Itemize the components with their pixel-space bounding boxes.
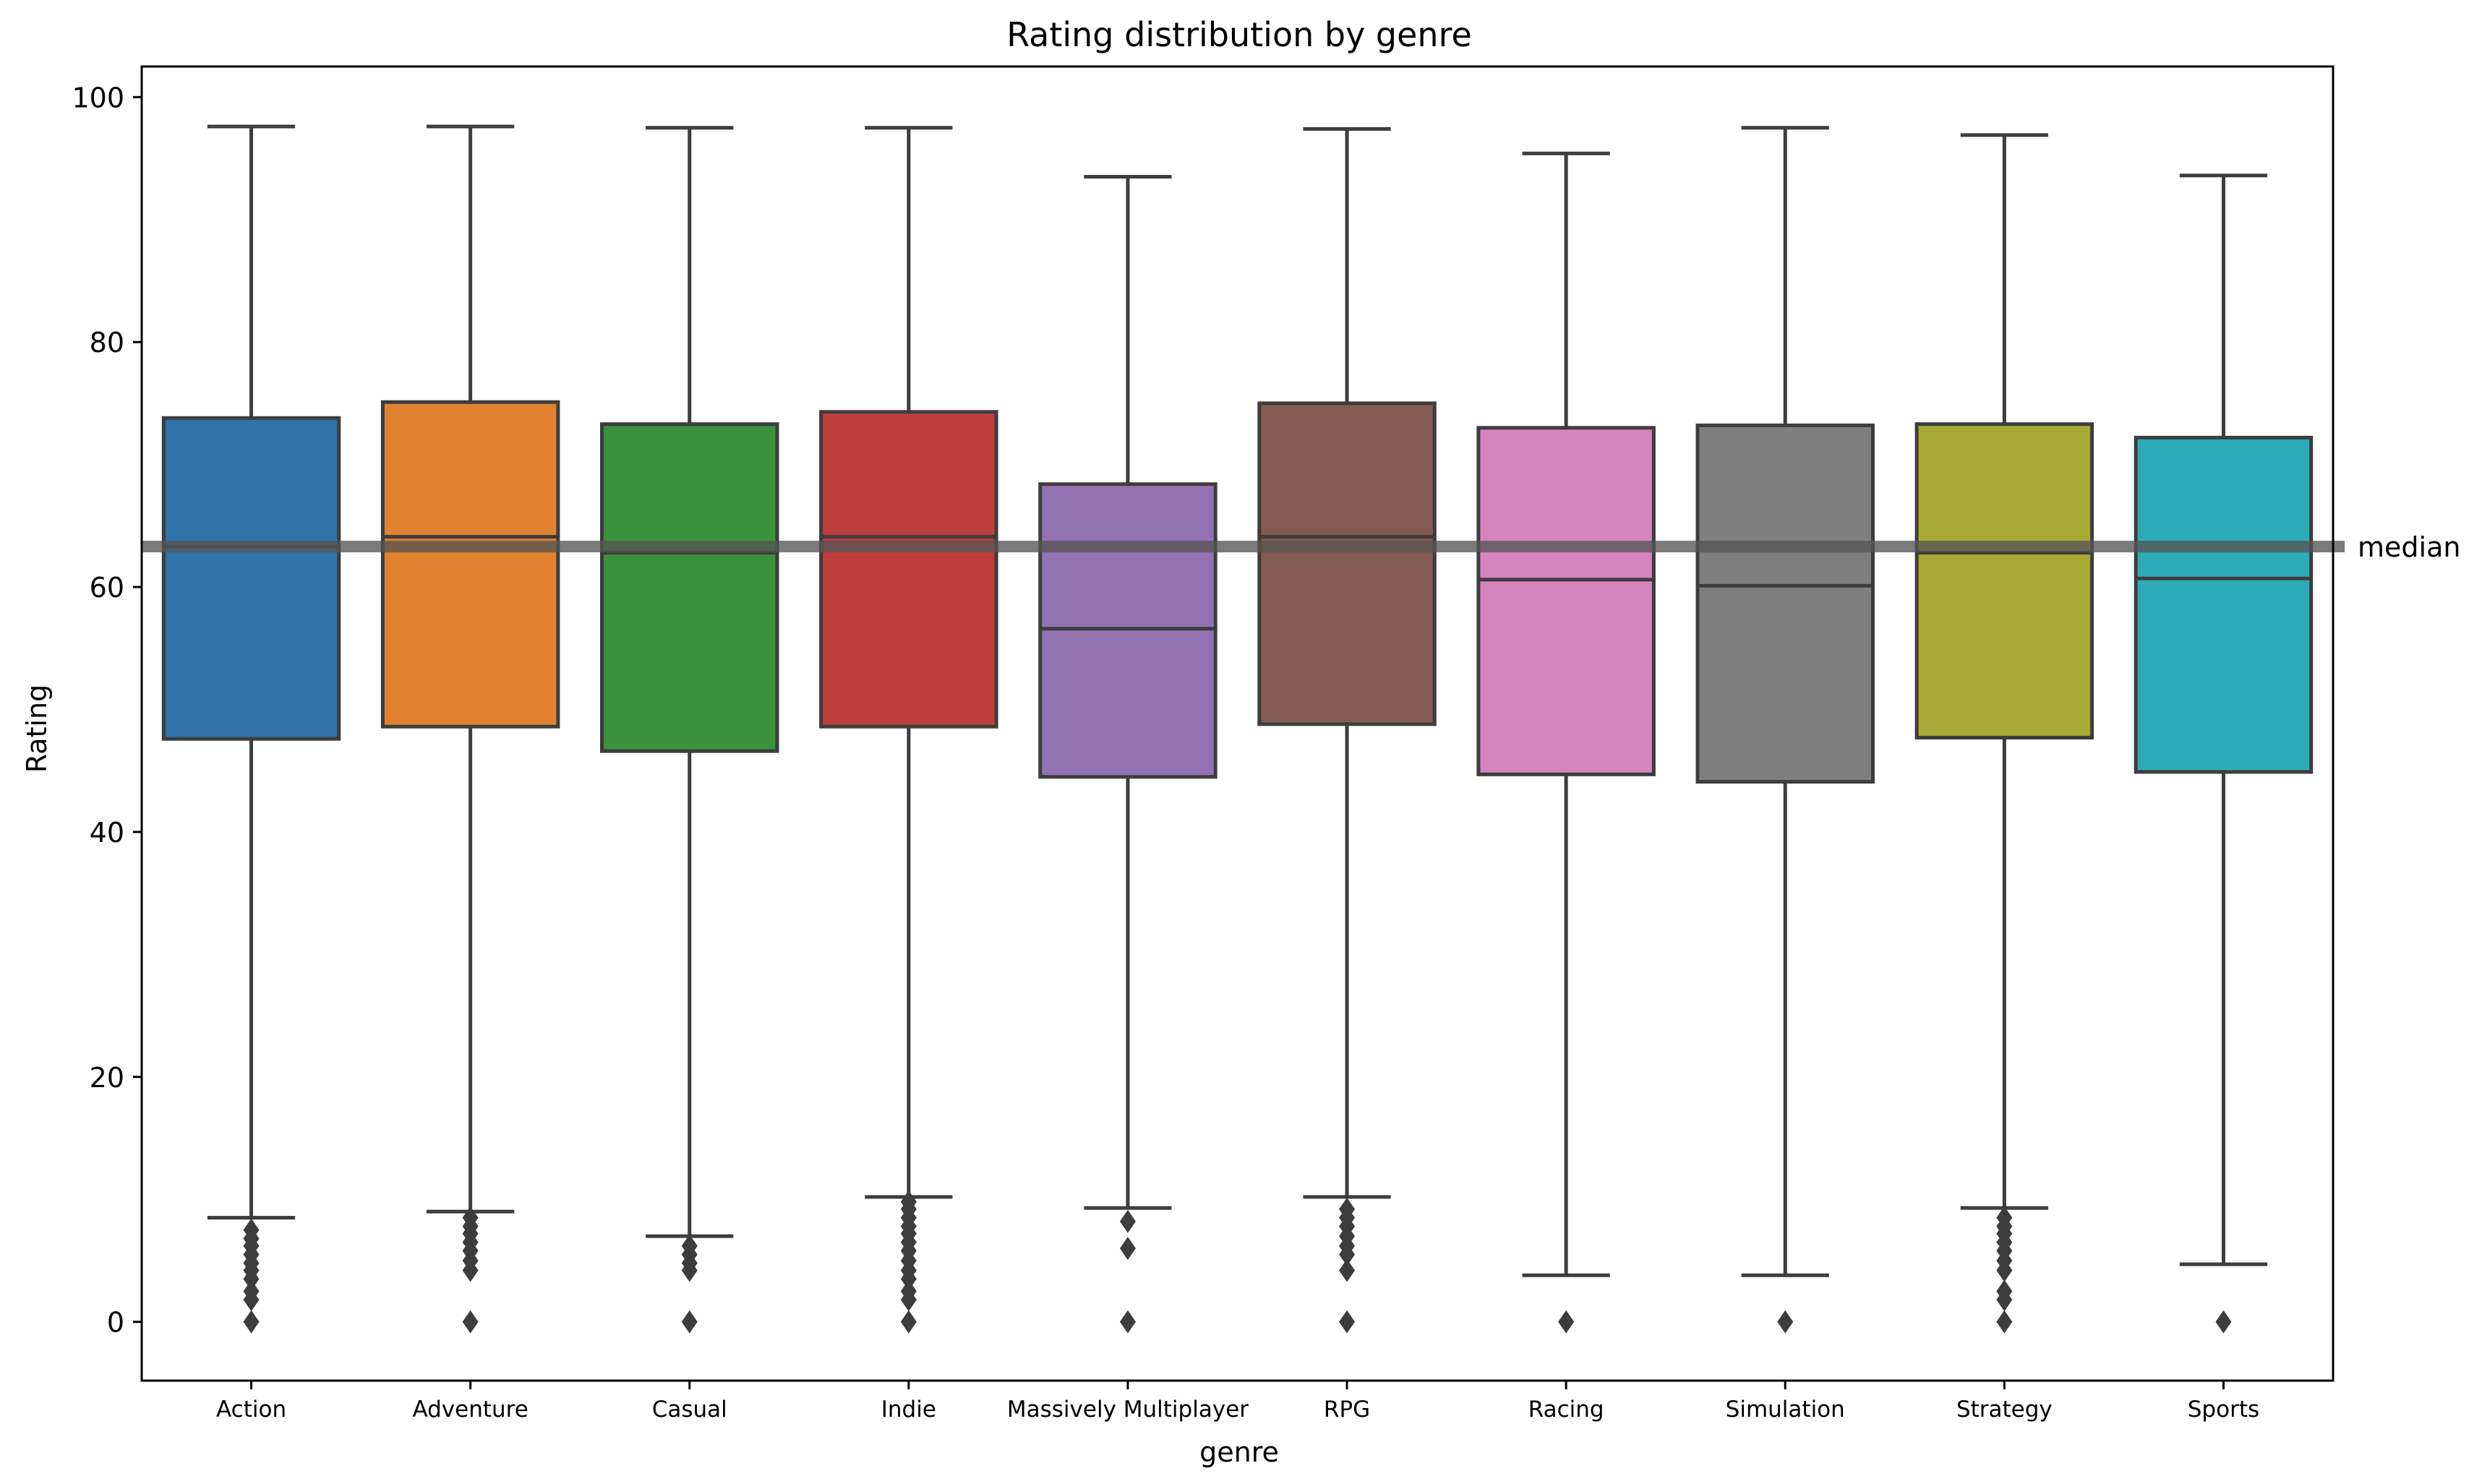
outlier-point	[900, 1288, 917, 1312]
y-tick-label: 100	[72, 82, 124, 113]
plot-frame	[140, 65, 2335, 1382]
box-strategy	[1914, 422, 2094, 739]
box-group-simulation	[1695, 126, 1875, 1334]
outlier-point	[681, 1310, 698, 1334]
outlier-point	[243, 1310, 260, 1334]
x-tick-label: Massively Multiplayer	[1007, 1397, 1249, 1423]
box-adventure	[380, 400, 560, 729]
box-sports	[2134, 435, 2314, 774]
outlier-point	[1996, 1288, 2013, 1312]
box-group-racing	[1476, 151, 1656, 1334]
x-axis-label: genre	[1199, 1436, 1279, 1468]
outlier-point	[1339, 1243, 1356, 1266]
x-tick-label: Sports	[2188, 1397, 2259, 1423]
box-group-sports	[2134, 173, 2314, 1334]
box-indie	[819, 410, 998, 729]
box-simulation	[1695, 423, 1875, 784]
box-group-massively-multiplayer	[1038, 174, 1218, 1334]
y-axis: 0 20 40 60 80 100	[72, 82, 142, 1339]
reference-median-label: median	[2358, 531, 2460, 563]
x-tick-label: RPG	[1324, 1397, 1370, 1423]
outlier-point	[1339, 1258, 1356, 1282]
outlier-point	[900, 1310, 917, 1334]
x-tick-label: Action	[216, 1397, 286, 1423]
box-rpg	[1257, 401, 1437, 726]
box-casual	[600, 422, 779, 753]
outlier-point	[1996, 1310, 2013, 1334]
outlier-point	[681, 1258, 698, 1282]
outlier-point	[1119, 1310, 1136, 1334]
box-group-rpg	[1257, 126, 1437, 1334]
outlier-point	[1339, 1310, 1356, 1334]
outlier-point	[2215, 1310, 2232, 1334]
plot-area: median	[140, 65, 2460, 1382]
y-tick-label: 60	[90, 572, 124, 604]
box-group-casual	[600, 126, 779, 1334]
box-group-strategy	[1914, 133, 2094, 1334]
box-group-indie	[819, 126, 998, 1334]
y-tick-label: 80	[90, 327, 124, 359]
x-tick-label: Simulation	[1726, 1397, 1845, 1423]
x-tick-label: Strategy	[1956, 1397, 2053, 1423]
outlier-point	[243, 1288, 260, 1312]
box-action	[161, 416, 341, 741]
box-racing	[1476, 426, 1656, 776]
chart-title: Rating distribution by genre	[1006, 15, 1472, 54]
y-tick-label: 40	[90, 817, 124, 849]
box-group-adventure	[380, 124, 560, 1334]
outlier-point	[1996, 1258, 2013, 1282]
outlier-point	[1558, 1310, 1575, 1334]
x-axis: Action Adventure Casual Indie Massively Mult…	[216, 1381, 2259, 1423]
box-group-action	[161, 124, 341, 1334]
x-tick-label: Casual	[652, 1397, 727, 1423]
x-tick-label: Indie	[881, 1397, 936, 1423]
y-tick-label: 20	[90, 1062, 124, 1094]
y-tick-label: 0	[107, 1307, 124, 1339]
outlier-point	[1119, 1237, 1136, 1261]
outlier-point	[1119, 1209, 1136, 1233]
outlier-point	[243, 1267, 260, 1291]
outlier-point	[900, 1267, 917, 1291]
outlier-point	[1777, 1310, 1794, 1334]
x-tick-label: Racing	[1528, 1397, 1604, 1423]
y-axis-label: Rating	[21, 685, 53, 773]
outlier-point	[462, 1258, 479, 1282]
x-tick-label: Adventure	[412, 1397, 528, 1423]
box-massively-multiplayer	[1038, 482, 1218, 779]
outlier-point	[462, 1310, 479, 1334]
